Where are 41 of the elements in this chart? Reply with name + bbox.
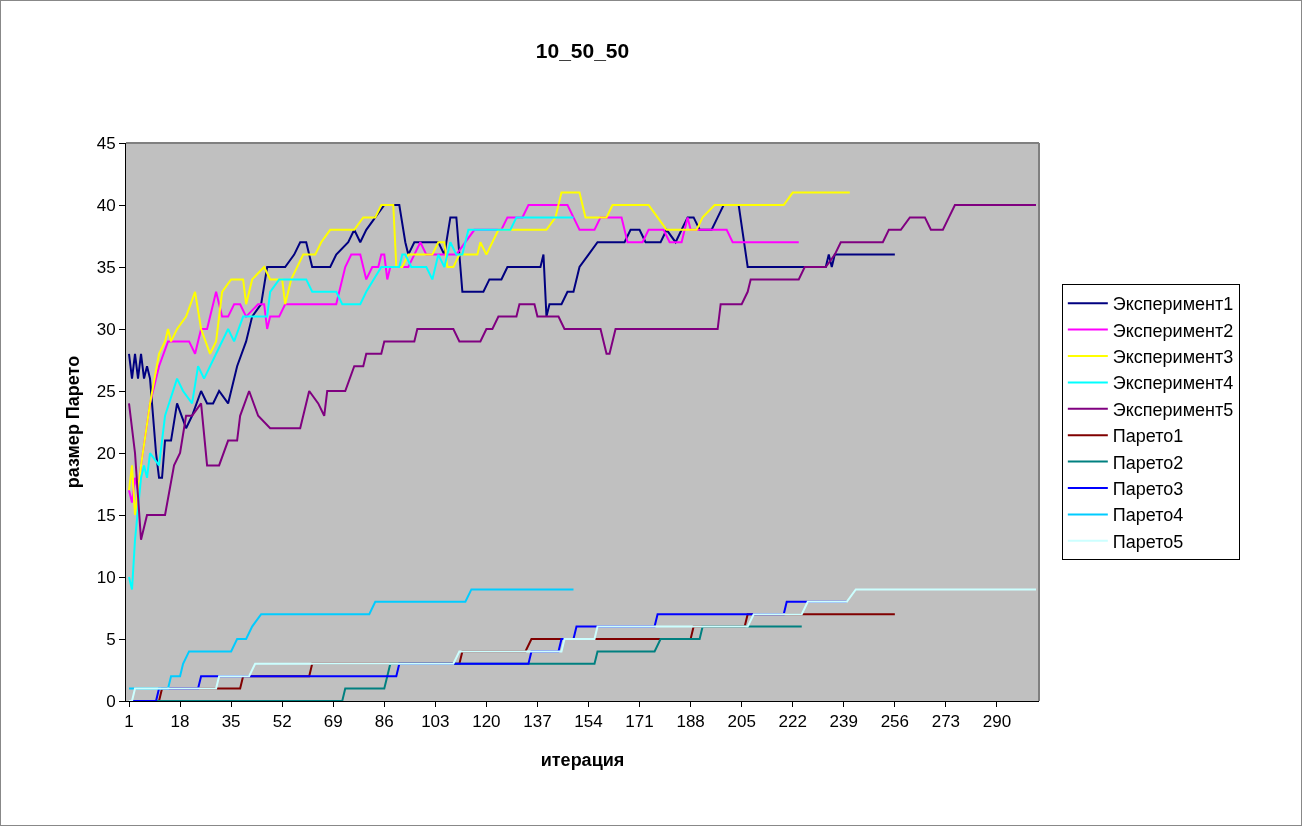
chart-title: 10_50_50	[535, 38, 630, 62]
x-tick-label: 1	[124, 712, 134, 732]
legend-label: Парето4	[1112, 505, 1184, 526]
x-tick-label: 290	[982, 712, 1012, 732]
x-tick-label: 239	[829, 712, 858, 732]
x-tick-label: 18	[170, 712, 190, 732]
x-axis-title: итерация	[540, 749, 625, 770]
legend-label: Эксперимент2	[1112, 320, 1234, 341]
legend-label: Эксперимент1	[1112, 294, 1234, 315]
x-tick-label: 137	[523, 712, 552, 732]
x-tick-label: 52	[272, 712, 292, 732]
x-tick-label: 205	[727, 712, 756, 732]
y-tick-label: 0	[106, 691, 116, 711]
y-tick-label: 45	[96, 133, 116, 153]
x-tick-label: 35	[221, 712, 241, 732]
legend-label: Парето3	[1112, 479, 1184, 500]
legend-label: Парето1	[1112, 426, 1184, 447]
x-tick-label: 69	[323, 712, 343, 732]
y-tick-label: 25	[96, 381, 116, 401]
y-tick-label: 35	[96, 257, 116, 277]
y-tick-label: 20	[96, 443, 116, 463]
legend-label: Парето5	[1112, 531, 1184, 552]
y-tick-label: 40	[96, 195, 116, 215]
y-axis-title: размер Парето	[62, 355, 83, 489]
x-tick-label: 256	[880, 712, 910, 732]
y-tick-label: 10	[96, 567, 116, 587]
y-tick-label: 30	[96, 319, 116, 339]
y-tick-label: 5	[106, 629, 116, 649]
x-tick-label: 103	[421, 712, 450, 732]
x-tick-label: 222	[778, 712, 807, 732]
legend-label: Парето2	[1112, 452, 1184, 473]
x-tick-label: 120	[472, 712, 501, 732]
x-tick-label: 273	[931, 712, 961, 732]
legend-label: Эксперимент3	[1112, 347, 1234, 368]
legend-label: Эксперимент4	[1112, 373, 1234, 394]
y-tick-label: 15	[96, 505, 116, 525]
x-tick-label: 86	[374, 712, 394, 732]
legend-label: Эксперимент5	[1112, 399, 1234, 420]
x-tick-label: 188	[676, 712, 705, 732]
x-tick-label: 154	[574, 712, 603, 732]
x-tick-label: 171	[625, 712, 654, 732]
